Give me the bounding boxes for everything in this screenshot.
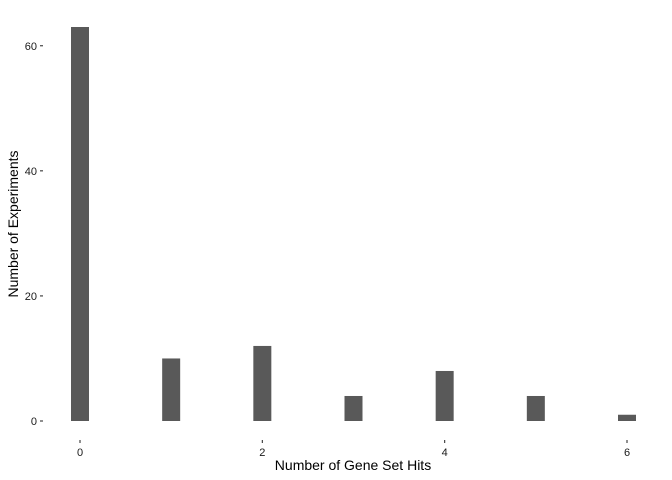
bars-layer bbox=[71, 27, 636, 421]
y-axis-title: Number of Experiments bbox=[5, 150, 21, 297]
x-tick-label-0: 0 bbox=[77, 447, 83, 459]
y-axis: 0 20 40 60 bbox=[25, 41, 43, 428]
bar-5 bbox=[526, 395, 545, 421]
bar-0 bbox=[71, 27, 89, 421]
bar-6 bbox=[618, 414, 636, 421]
bar-3 bbox=[344, 395, 363, 421]
x-tick-label-6: 6 bbox=[624, 447, 630, 459]
bar-1 bbox=[162, 358, 181, 421]
y-tick-label-20: 20 bbox=[25, 291, 37, 303]
y-tick-label-40: 40 bbox=[25, 166, 37, 178]
y-tick-label-0: 0 bbox=[31, 416, 37, 428]
x-axis-title: Number of Gene Set Hits bbox=[275, 457, 431, 473]
y-tick-label-60: 60 bbox=[25, 41, 37, 53]
bar-2 bbox=[253, 345, 272, 421]
x-tick-label-4: 4 bbox=[442, 447, 448, 459]
x-axis: 0 2 4 6 bbox=[77, 440, 630, 459]
bar-4 bbox=[435, 370, 454, 421]
x-tick-label-2: 2 bbox=[259, 447, 265, 459]
